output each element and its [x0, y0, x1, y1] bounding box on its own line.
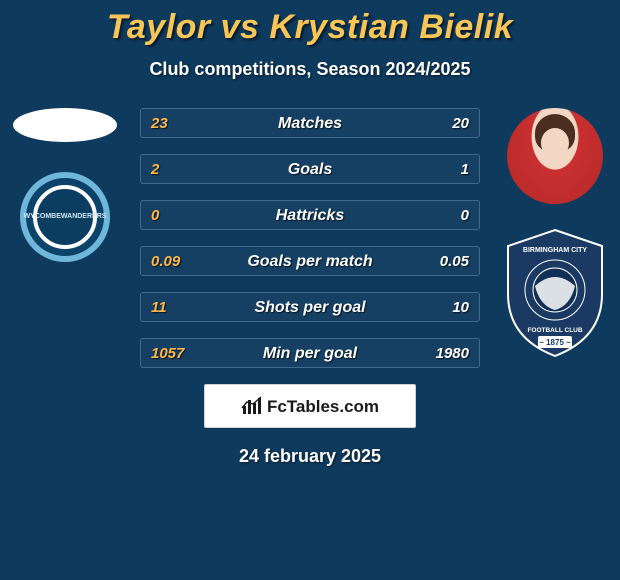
stat-right-value: 10 — [442, 293, 479, 323]
crest-year: ~ 1875 ~ — [539, 338, 571, 347]
badge-text: FcTables.com — [267, 397, 379, 416]
stat-right-value: 0 — [451, 201, 479, 231]
shield-icon: BIRMINGHAM CITY FOOTBALL CLUB ~ 1875 ~ — [500, 228, 610, 358]
stat-label: Matches — [141, 109, 479, 139]
stat-row-goals: 2 Goals 1 — [140, 154, 480, 184]
birmingham-city-crest: BIRMINGHAM CITY FOOTBALL CLUB ~ 1875 ~ — [500, 228, 610, 358]
stat-label: Hattricks — [141, 201, 479, 231]
stat-label: Shots per goal — [141, 293, 479, 323]
subtitle: Club competitions, Season 2024/2025 — [0, 59, 620, 80]
stat-row-min-per-goal: 1057 Min per goal 1980 — [140, 338, 480, 368]
date-label: 24 february 2025 — [0, 446, 620, 467]
stat-row-matches: 23 Matches 20 — [140, 108, 480, 138]
crest-line1: BIRMINGHAM CITY — [523, 247, 587, 254]
vs-separator: vs — [221, 8, 260, 46]
stat-right-value: 1 — [451, 155, 479, 185]
crest-text-bottom: WANDERERS — [61, 213, 107, 221]
stat-row-goals-per-match: 0.09 Goals per match 0.05 — [140, 246, 480, 276]
page-title: Taylor vs Krystian Bielik — [0, 8, 620, 47]
stat-right-value: 20 — [442, 109, 479, 139]
main-content: WYCOMBE WANDERERS BIRMINGHAM CITY FOOTBA… — [0, 108, 620, 467]
comparison-card: Taylor vs Krystian Bielik Club competiti… — [0, 0, 620, 467]
crest-line2: FOOTBALL CLUB — [527, 327, 582, 334]
player1-avatar-placeholder — [13, 108, 117, 142]
player1-name: Taylor — [107, 8, 211, 46]
player2-avatar — [507, 108, 603, 204]
player2-name: Krystian Bielik — [269, 8, 513, 46]
right-player-column: BIRMINGHAM CITY FOOTBALL CLUB ~ 1875 ~ — [500, 108, 610, 358]
stat-right-value: 0.05 — [430, 247, 479, 277]
stat-label: Goals per match — [141, 247, 479, 277]
stats-bars: 23 Matches 20 2 Goals 1 0 Hattricks 0 0.… — [140, 108, 480, 368]
stat-right-value: 1980 — [426, 339, 479, 369]
bars-chart-icon — [241, 396, 263, 416]
wycombe-wanderers-crest: WYCOMBE WANDERERS — [20, 172, 110, 262]
crest-text-top: WYCOMBE — [24, 213, 61, 221]
crest-inner: WYCOMBE WANDERERS — [33, 185, 97, 249]
left-player-column: WYCOMBE WANDERERS — [10, 108, 120, 262]
stat-row-hattricks: 0 Hattricks 0 — [140, 200, 480, 230]
fctables-link[interactable]: FcTables.com — [204, 384, 416, 428]
stat-label: Goals — [141, 155, 479, 185]
stat-row-shots-per-goal: 11 Shots per goal 10 — [140, 292, 480, 322]
